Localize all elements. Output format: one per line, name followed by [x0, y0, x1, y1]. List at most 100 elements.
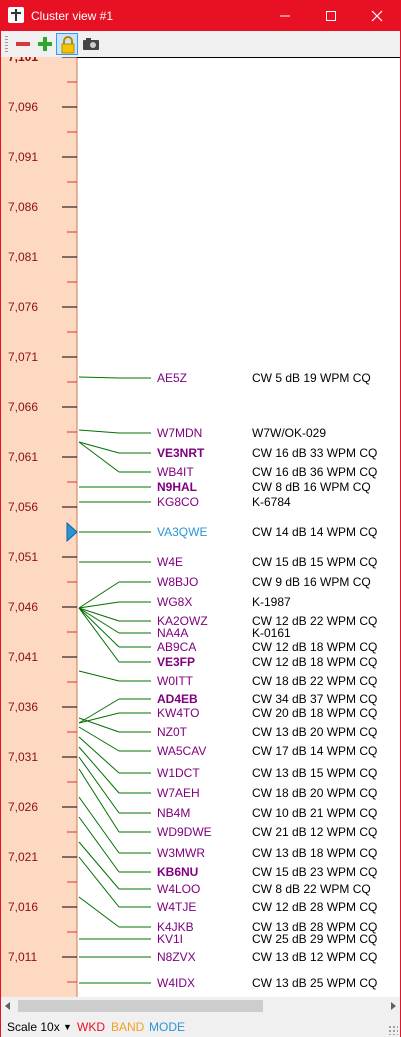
spot-connector — [78, 816, 120, 873]
spot-callsign[interactable]: W4TJE — [157, 900, 196, 914]
app-icon[interactable] — [8, 7, 24, 23]
spot-info: CW 8 dB 22 WPM CQ — [252, 882, 371, 896]
scale-label: 7,081 — [8, 250, 38, 264]
spot-callsign[interactable]: VA3QWE — [157, 525, 207, 539]
scroll-left-icon[interactable] — [5, 1002, 10, 1010]
spot-callsign[interactable]: W3MWR — [157, 846, 205, 860]
spot-callsign[interactable]: NA4A — [157, 626, 188, 640]
spot-callsign[interactable]: AB9CA — [157, 640, 196, 654]
toolbar — [1, 31, 400, 57]
scale-label: 7,071 — [8, 350, 38, 364]
spot-list: AE5Z CW 5 dB 19 WPM CQ W7MDN W7W/OK-029 VE3N… — [157, 371, 377, 990]
spot-connector — [78, 670, 120, 682]
current-frequency-marker[interactable] — [66, 521, 78, 543]
spot-info: CW 25 dB 29 WPM CQ — [252, 932, 377, 946]
spot-callsign[interactable]: K4JKB — [157, 920, 194, 934]
spot-connector — [78, 607, 120, 648]
resize-grip[interactable] — [388, 1025, 398, 1035]
scale-selector[interactable]: Scale 10x — [7, 1020, 60, 1034]
spot-callsign[interactable]: WA5CAV — [157, 744, 206, 758]
spot-connector — [78, 376, 120, 379]
spot-callsign[interactable]: NZ0T — [157, 725, 188, 739]
spot-connector — [78, 607, 120, 663]
spot-callsign[interactable]: WG8X — [157, 595, 192, 609]
zoom-in-button[interactable] — [34, 33, 56, 55]
spot-callsign[interactable]: W0ITT — [157, 674, 194, 688]
spot-info: CW 16 dB 33 WPM CQ — [252, 446, 377, 460]
spot-callsign[interactable]: WD9DWE — [157, 825, 212, 839]
filter-mode[interactable]: MODE — [149, 1020, 185, 1034]
filter-wkd[interactable]: WKD — [77, 1020, 105, 1034]
scale-label: 7,076 — [8, 300, 38, 314]
spot-info: CW 13 dB 20 WPM CQ — [252, 725, 377, 739]
close-button[interactable] — [354, 1, 400, 31]
spot-callsign[interactable]: W8BJO — [157, 575, 198, 589]
scale-label: 7,101 — [8, 57, 38, 64]
spot-callsign[interactable]: KG8CO — [157, 495, 199, 509]
spot-connector — [78, 726, 120, 752]
spot-callsign[interactable]: W4IDX — [157, 976, 195, 990]
spot-info: CW 17 dB 14 WPM CQ — [252, 744, 377, 758]
screenshot-button[interactable] — [80, 33, 102, 55]
spot-info: CW 13 dB 25 WPM CQ — [252, 976, 377, 990]
spot-callsign[interactable]: AD4EB — [157, 692, 198, 706]
spot-connector — [78, 768, 120, 833]
spot-callsign[interactable]: KA2OWZ — [157, 614, 208, 628]
maximize-button[interactable] — [308, 1, 354, 31]
lock-button[interactable] — [56, 33, 78, 55]
cluster-canvas[interactable]: 7,101 7,096 7,091 7,086 7,081 7,076 7,071 7,066… — [1, 57, 400, 997]
scale-label: 7,041 — [8, 650, 38, 664]
scrollbar-thumb[interactable] — [18, 1000, 263, 1012]
spot-callsign[interactable]: VE3NRT — [157, 446, 205, 460]
spot-callsign[interactable]: W4E — [157, 555, 183, 569]
cluster-view[interactable]: 7,101 7,096 7,091 7,086 7,081 7,076 7,071 7,066… — [1, 57, 400, 997]
minimize-icon — [280, 15, 290, 17]
spot-callsign[interactable]: WB4IT — [157, 465, 194, 479]
spot-info: CW 34 dB 37 WPM CQ — [252, 692, 377, 706]
spot-connector — [78, 441, 120, 473]
spot-callsign[interactable]: N9HAL — [157, 480, 197, 494]
spot-info: K-0161 — [252, 626, 291, 640]
spot-callsign[interactable]: W1DCT — [157, 766, 200, 780]
add-icon — [38, 37, 52, 51]
spot-connector — [78, 796, 120, 854]
toolbar-grip[interactable] — [5, 36, 8, 52]
spot-connector — [78, 429, 120, 434]
spot-callsign[interactable]: W4LOO — [157, 882, 200, 896]
scale-label: 7,031 — [8, 750, 38, 764]
filter-band[interactable]: BAND — [111, 1020, 145, 1034]
camera-icon — [83, 38, 99, 50]
horizontal-scrollbar[interactable] — [1, 997, 400, 1015]
spot-callsign[interactable]: AE5Z — [157, 371, 187, 385]
spot-info: CW 14 dB 14 WPM CQ — [252, 525, 377, 539]
scale-label: 7,061 — [8, 450, 38, 464]
spot-info: CW 18 dB 20 WPM CQ — [252, 786, 377, 800]
spot-info: CW 8 dB 16 WPM CQ — [252, 480, 371, 494]
spot-callsign[interactable]: VE3FP — [157, 655, 195, 669]
window-title: Cluster view #1 — [31, 9, 114, 23]
frequency-scale[interactable] — [1, 57, 77, 997]
spot-info: CW 15 dB 23 WPM CQ — [252, 865, 377, 879]
chevron-down-icon[interactable]: ▼ — [63, 1022, 72, 1032]
spot-callsign[interactable]: W7MDN — [157, 426, 202, 440]
title-bar[interactable]: Cluster view #1 — [1, 1, 400, 31]
zoom-out-button[interactable] — [12, 33, 34, 55]
spot-callsign[interactable]: W7AEH — [157, 786, 200, 800]
lock-icon — [61, 36, 75, 54]
spot-callsign[interactable]: KB6NU — [157, 865, 198, 879]
spot-callsign[interactable]: KV1I — [157, 932, 183, 946]
scale-label: 7,021 — [8, 850, 38, 864]
spot-info: CW 20 dB 18 WPM CQ — [252, 706, 377, 720]
spot-callsign[interactable]: N8ZVX — [157, 950, 196, 964]
scale-label: 7,011 — [8, 950, 37, 964]
spot-callsign[interactable]: NB4M — [157, 806, 190, 820]
status-bar: Scale 10x ▼ WKD BAND MODE — [1, 1015, 400, 1037]
spot-connector — [78, 581, 120, 609]
scroll-right-icon[interactable] — [391, 1002, 396, 1010]
scale-label: 7,091 — [8, 150, 38, 164]
spot-info: CW 12 dB 28 WPM CQ — [252, 900, 377, 914]
spot-callsign[interactable]: KW4TO — [157, 706, 199, 720]
minimize-button[interactable] — [262, 1, 308, 31]
scale-label: 7,056 — [8, 500, 38, 514]
spot-connector — [78, 756, 120, 814]
